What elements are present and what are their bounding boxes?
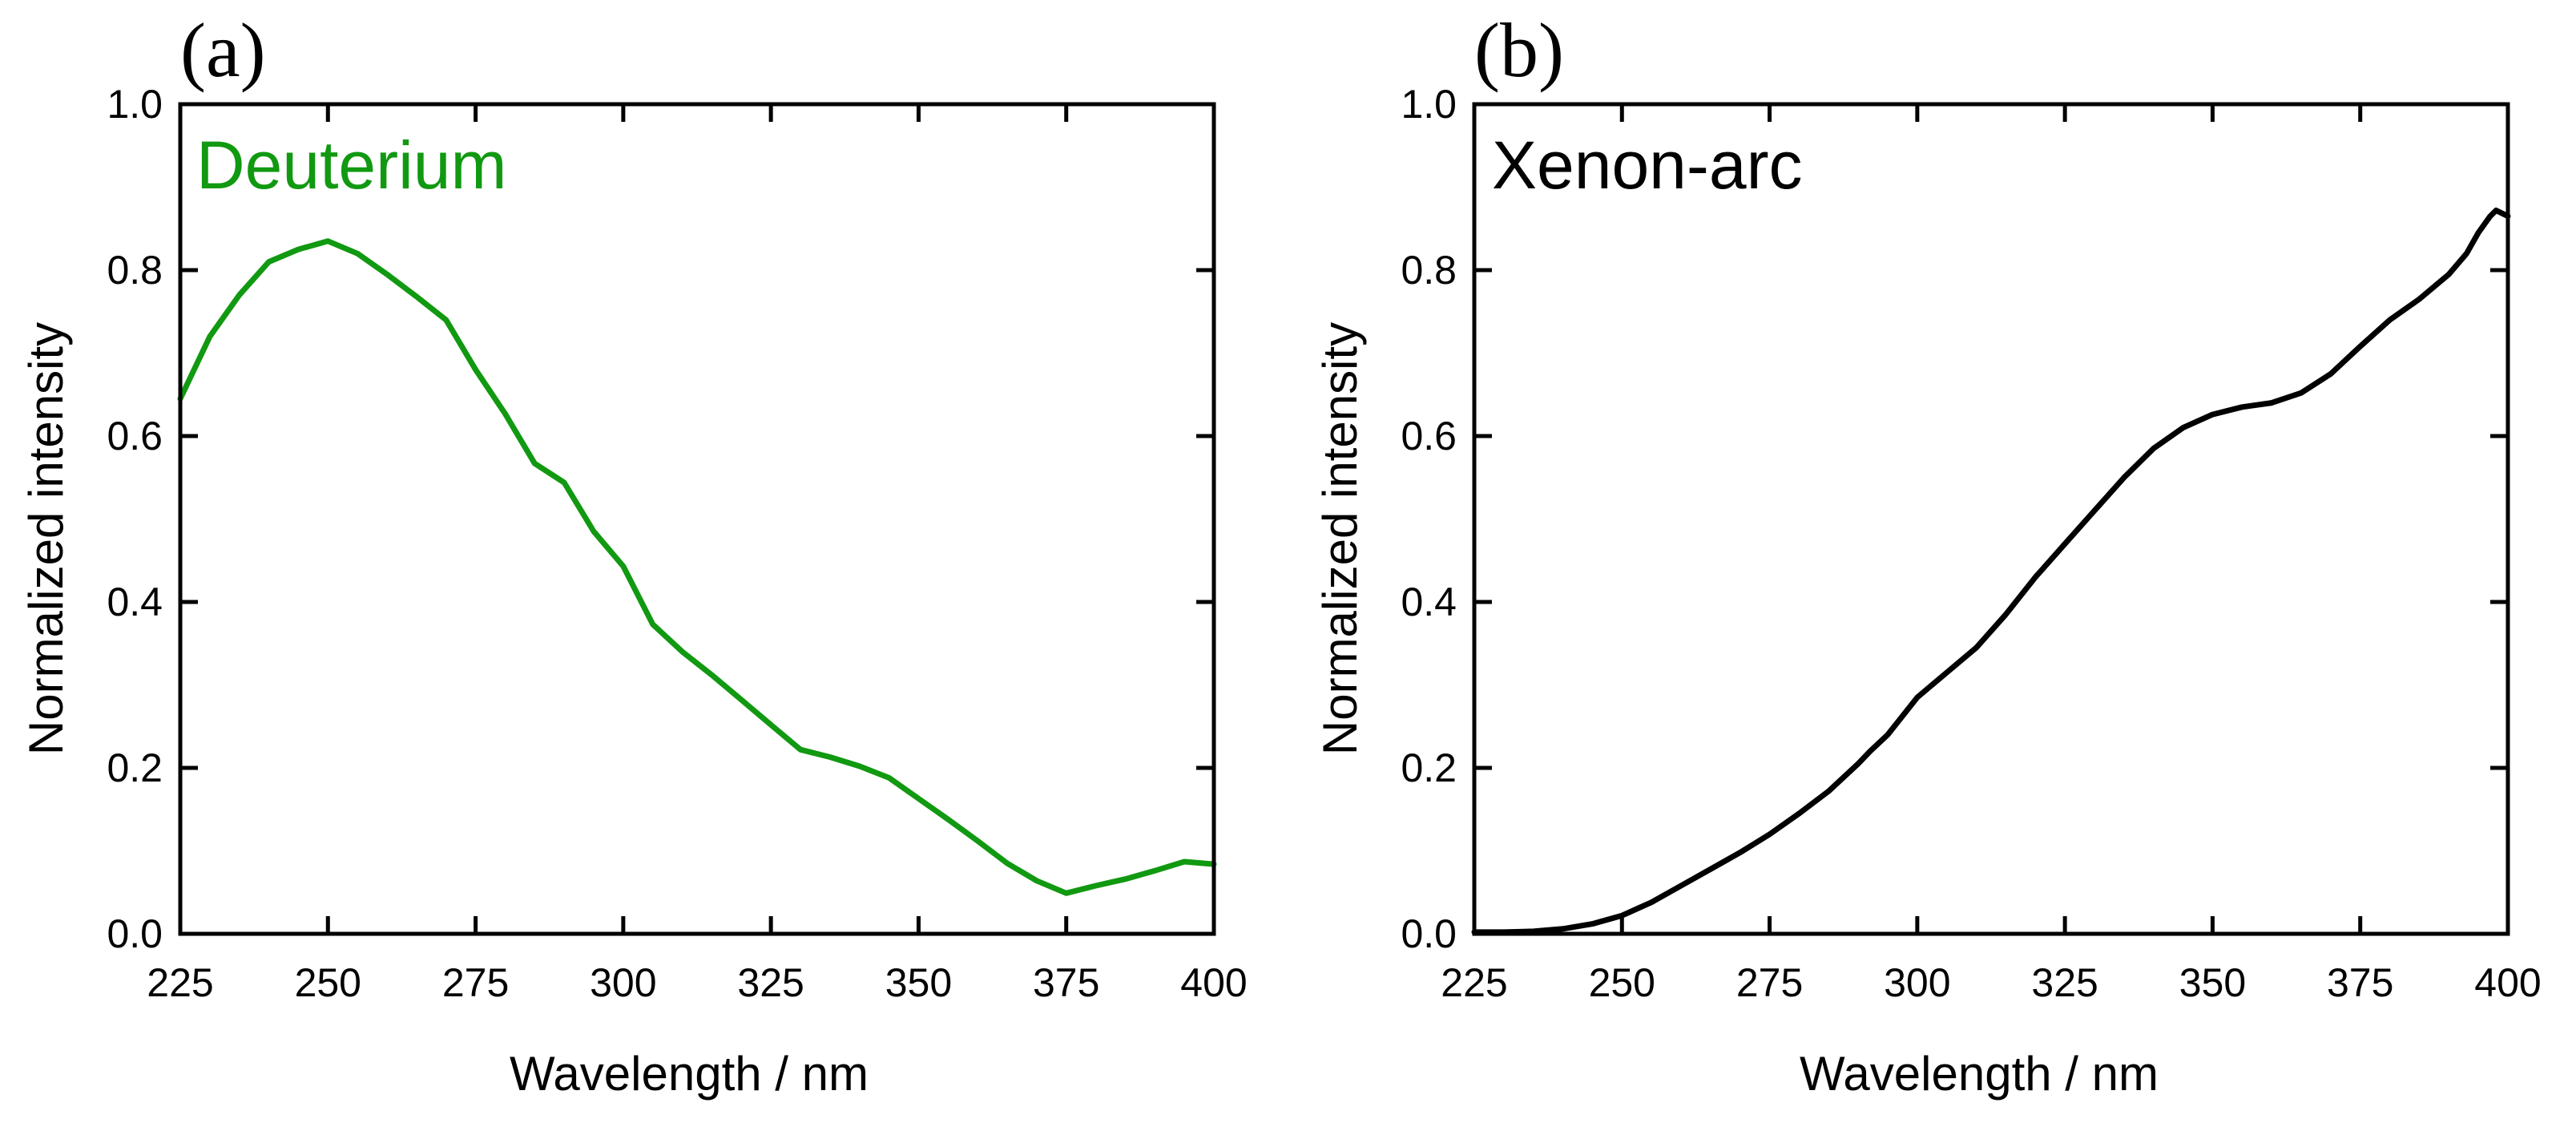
y-tick-label-b: 1.0 [1401,82,1457,127]
series-line-xenon-arc [1471,208,2511,935]
x-tick-label-b: 350 [2179,960,2246,1005]
y-axis-tick-labels-b: 0.0 0.2 0.4 0.6 0.8 1.0 [1401,82,1457,956]
x-axis-tick-labels-a: 225 250 275 300 325 350 375 400 [147,960,1247,1005]
x-tick-label-b: 250 [1589,960,1655,1005]
panel-label-a: (a) [180,7,266,93]
y-axis-ticks-a [180,102,1214,936]
series-annotation-deuterium: Deuterium [196,127,506,203]
panel-label-b: (b) [1474,7,1564,93]
y-axis-title-b: Normalized intensity [1313,322,1367,755]
x-tick-label-a: 375 [1033,960,1099,1005]
y-tick-label-b: 0.8 [1401,248,1457,293]
panel-b: (b) 225 250 275 300 325 350 375 400 0.00.20.40.… [1313,7,2542,1101]
y-axis-title-a: Normalized intensity [19,322,73,755]
x-tick-label-b: 300 [1884,960,1950,1005]
y-tick-label-a: 0.6 [107,414,163,458]
x-tick-label-a: 350 [885,960,952,1005]
x-tick-label-a: 325 [737,960,804,1005]
y-axis-tick-labels-a: 0.0 0.2 0.4 0.6 0.8 1.0 [107,82,163,956]
plot-frame-b [1472,102,2510,936]
x-axis-title-b: Wavelength / nm [1800,1047,2159,1101]
y-tick-label-a: 0.8 [107,248,163,293]
y-tick-label-a: 0.2 [107,745,163,790]
x-tick-label-b: 325 [2031,960,2098,1005]
x-tick-label-a: 300 [590,960,656,1005]
x-axis-title-a: Wavelength / nm [510,1047,869,1101]
x-tick-label-a: 225 [147,960,213,1005]
y-tick-label-b: 0.2 [1401,745,1457,790]
series-annotation-xenon-arc: Xenon-arc [1492,127,1803,203]
x-tick-label-b: 375 [2327,960,2393,1005]
y-tick-label-b: 0.4 [1401,580,1457,624]
y-tick-label-a: 0.0 [107,911,163,956]
y-tick-label-a: 1.0 [107,82,163,127]
y-axis-ticks-b [1474,102,2508,936]
x-tick-label-a: 275 [442,960,509,1005]
x-tick-label-b: 400 [2474,960,2541,1005]
y-tick-label-b: 0.6 [1401,414,1457,458]
y-tick-label-b: 0.0 [1401,911,1457,956]
x-tick-label-a: 400 [1180,960,1247,1005]
plot-frame-a [178,102,1216,936]
x-axis-ticks-a [178,104,1216,934]
panel-a: (a) 225 250 275 300 325 350 375 400 0.00.20.40.… [19,7,1248,1101]
x-tick-label-b: 225 [1441,960,1507,1005]
x-tick-label-a: 250 [295,960,361,1005]
x-tick-label-b: 275 [1736,960,1803,1005]
x-axis-ticks-b [1472,104,2510,934]
x-axis-tick-labels-b: 225 250 275 300 325 350 375 400 [1441,960,2541,1005]
y-tick-label-a: 0.4 [107,580,163,624]
series-line-deuterium [177,238,1217,896]
